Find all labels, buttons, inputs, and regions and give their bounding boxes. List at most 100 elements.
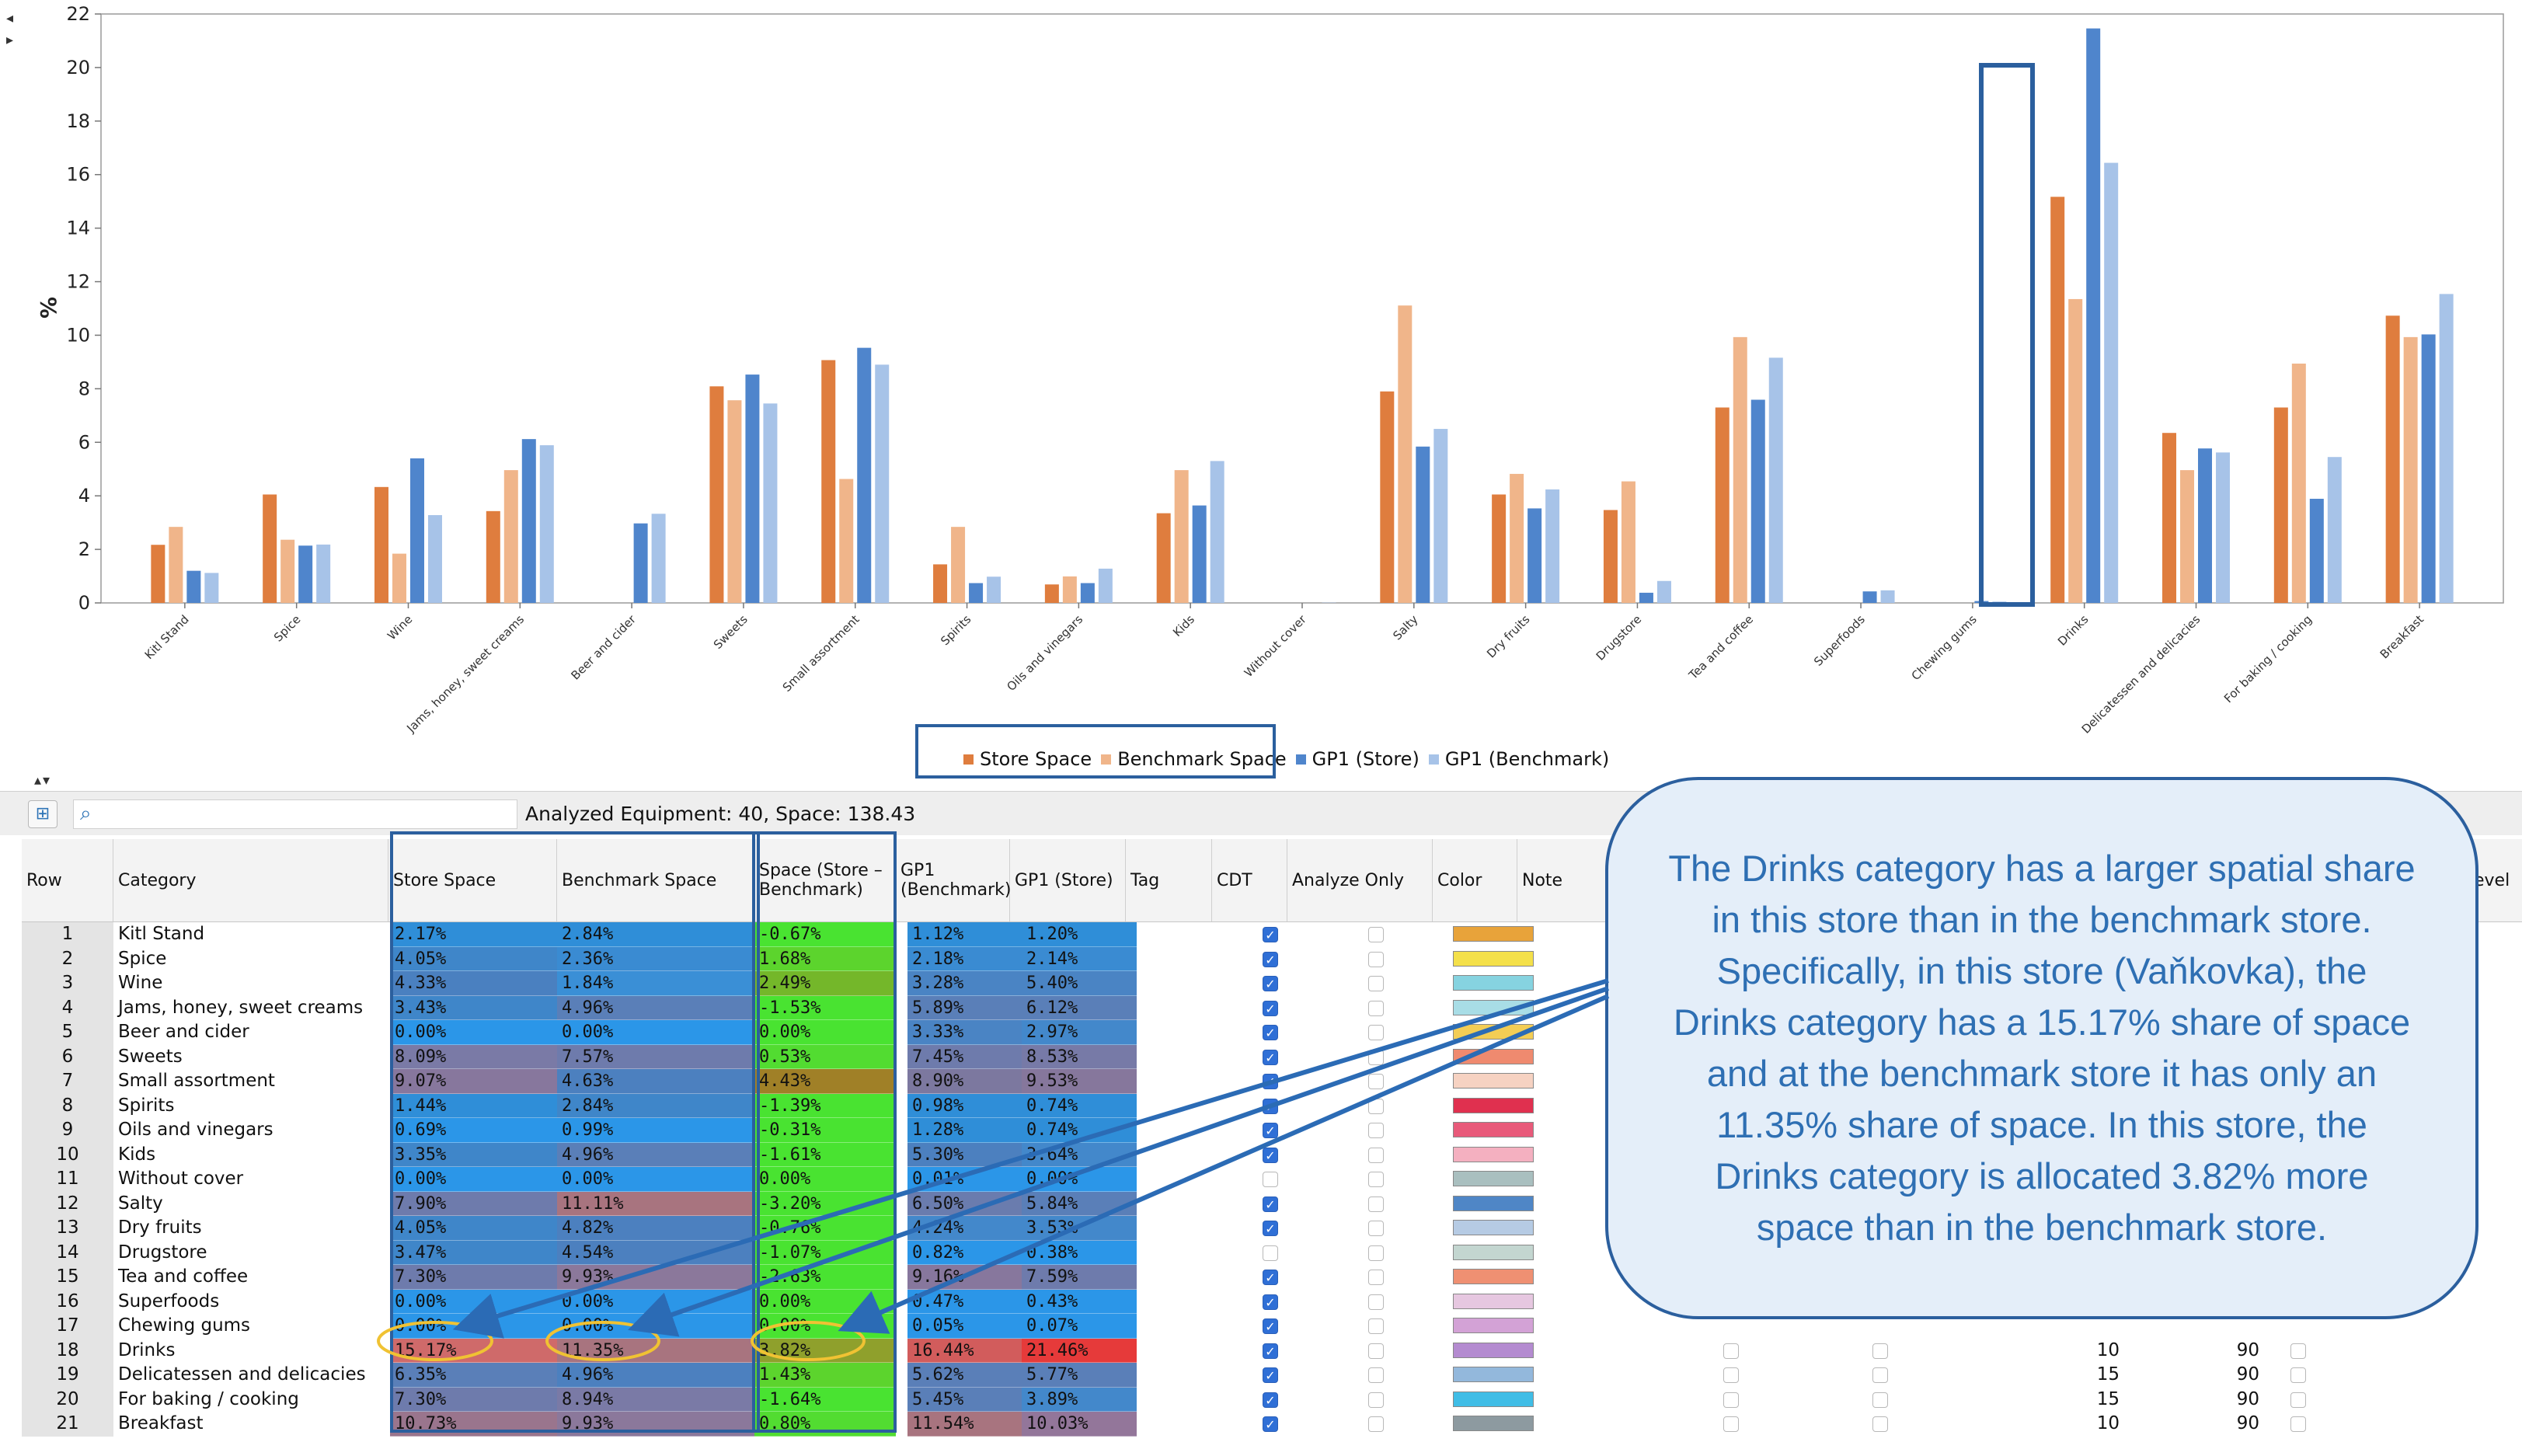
analyze-only-checkbox[interactable] — [1368, 1049, 1384, 1065]
panel-collapse-arrows[interactable]: ◂ ▸ — [6, 10, 14, 48]
extra-checkbox[interactable] — [1723, 1343, 1739, 1359]
cdt-checkbox[interactable]: ✓ — [1263, 1049, 1278, 1065]
extra-checkbox[interactable] — [1723, 1416, 1739, 1432]
bar-gp1-store- — [1416, 446, 1430, 603]
color-swatch[interactable] — [1453, 1048, 1534, 1064]
analyze-only-checkbox[interactable] — [1368, 1318, 1384, 1334]
analyze-only-checkbox[interactable] — [1368, 927, 1384, 942]
analyze-only-checkbox[interactable] — [1368, 1270, 1384, 1285]
analyze-only-checkbox[interactable] — [1368, 1196, 1384, 1212]
analyze-only-checkbox[interactable] — [1368, 1221, 1384, 1236]
splitter-arrows[interactable]: ▴▾ — [34, 772, 52, 789]
header-space-diff[interactable]: Space (Store – Benchmark) — [754, 839, 896, 921]
header-cdt[interactable]: CDT — [1212, 839, 1287, 921]
x-tick-label: Without cover — [1242, 612, 1310, 681]
header-benchmark-space[interactable]: Benchmark Space — [557, 839, 754, 921]
extra-checkbox[interactable] — [1872, 1416, 1888, 1432]
analyze-only-checkbox[interactable] — [1368, 951, 1384, 967]
color-swatch[interactable] — [1453, 1122, 1534, 1137]
analyze-only-checkbox[interactable] — [1368, 1025, 1384, 1040]
extra-checkbox[interactable] — [1723, 1392, 1739, 1408]
color-swatch[interactable] — [1453, 1269, 1534, 1284]
color-swatch[interactable] — [1453, 1024, 1534, 1040]
table-row[interactable]: 20 For baking / cooking 7.30% 8.94% -1.64% 5.… — [22, 1387, 2522, 1412]
search-input[interactable] — [108, 802, 511, 827]
cdt-checkbox[interactable]: ✓ — [1263, 1098, 1278, 1114]
cdt-checkbox[interactable]: ✓ — [1263, 1367, 1278, 1383]
cdt-checkbox[interactable] — [1263, 1172, 1278, 1187]
header-tag[interactable]: Tag — [1126, 839, 1212, 921]
bar-gp1-benchmark- — [1992, 601, 2007, 603]
extra-checkbox[interactable] — [1723, 1367, 1739, 1383]
extra-checkbox[interactable] — [2290, 1392, 2306, 1408]
color-swatch[interactable] — [1453, 1342, 1534, 1358]
cdt-checkbox[interactable] — [1263, 1245, 1278, 1261]
analyze-only-checkbox[interactable] — [1368, 1147, 1384, 1163]
color-swatch[interactable] — [1453, 1073, 1534, 1089]
color-swatch[interactable] — [1453, 1195, 1534, 1211]
analyze-only-checkbox[interactable] — [1368, 1098, 1384, 1114]
cdt-checkbox[interactable]: ✓ — [1263, 1318, 1278, 1334]
color-swatch[interactable] — [1453, 975, 1534, 991]
color-swatch[interactable] — [1453, 950, 1534, 967]
color-swatch[interactable] — [1453, 1391, 1534, 1407]
analyze-only-checkbox[interactable] — [1368, 1000, 1384, 1016]
cdt-checkbox[interactable]: ✓ — [1263, 1392, 1278, 1408]
header-color[interactable]: Color — [1433, 839, 1517, 921]
extra-checkbox[interactable] — [1872, 1367, 1888, 1383]
extra-checkbox[interactable] — [2290, 1343, 2306, 1359]
color-swatch[interactable] — [1453, 926, 1534, 942]
table-row[interactable]: 19 Delicatessen and delicacies 6.35% 4.96% 1… — [22, 1363, 2522, 1388]
search-box[interactable]: ⌕ — [73, 799, 517, 829]
color-swatch[interactable] — [1453, 1244, 1534, 1260]
analyze-only-checkbox[interactable] — [1368, 1172, 1384, 1187]
color-swatch[interactable] — [1453, 1097, 1534, 1113]
color-swatch[interactable] — [1453, 1416, 1534, 1431]
analyze-only-checkbox[interactable] — [1368, 1294, 1384, 1310]
analyze-only-checkbox[interactable] — [1368, 1392, 1384, 1408]
color-swatch[interactable] — [1453, 1293, 1534, 1309]
analyze-only-checkbox[interactable] — [1368, 1416, 1384, 1432]
cdt-checkbox[interactable]: ✓ — [1263, 1416, 1278, 1432]
header-row[interactable]: Row — [22, 839, 113, 921]
cdt-checkbox[interactable]: ✓ — [1263, 1294, 1278, 1310]
cdt-checkbox[interactable]: ✓ — [1263, 1147, 1278, 1163]
header-category[interactable]: Category — [113, 839, 388, 921]
cdt-checkbox[interactable]: ✓ — [1263, 1343, 1278, 1359]
cdt-checkbox[interactable]: ✓ — [1263, 1123, 1278, 1138]
analyze-only-checkbox[interactable] — [1368, 1245, 1384, 1261]
extra-checkbox[interactable] — [2290, 1416, 2306, 1432]
x-tick-label: Spirits — [938, 612, 974, 648]
chart-legend: Store Space Benchmark Space GP1 (Store) GP1… — [963, 742, 1618, 776]
row-number: 12 — [22, 1191, 113, 1216]
basket-icon[interactable]: ⊞ — [28, 800, 57, 828]
color-swatch[interactable] — [1453, 1220, 1534, 1235]
color-swatch[interactable] — [1453, 1367, 1534, 1382]
cdt-checkbox[interactable]: ✓ — [1263, 1000, 1278, 1016]
color-swatch[interactable] — [1453, 1146, 1534, 1162]
extra-checkbox[interactable] — [1872, 1392, 1888, 1408]
extra-checkbox[interactable] — [1872, 1343, 1888, 1359]
analyze-only-checkbox[interactable] — [1368, 1074, 1384, 1089]
extra-checkbox[interactable] — [2290, 1367, 2306, 1383]
analyze-only-checkbox[interactable] — [1368, 1343, 1384, 1359]
color-swatch[interactable] — [1453, 999, 1534, 1015]
cdt-checkbox[interactable]: ✓ — [1263, 1074, 1278, 1089]
header-gp1-store[interactable]: GP1 (Store) — [1010, 839, 1126, 921]
cdt-checkbox[interactable]: ✓ — [1263, 1270, 1278, 1285]
cdt-checkbox[interactable]: ✓ — [1263, 1025, 1278, 1040]
analyze-only-checkbox[interactable] — [1368, 976, 1384, 991]
header-gp1-benchmark[interactable]: GP1 (Benchmark) — [896, 839, 1011, 921]
analyze-only-checkbox[interactable] — [1368, 1123, 1384, 1138]
header-store-space[interactable]: Store Space — [388, 839, 557, 921]
analyze-only-checkbox[interactable] — [1368, 1367, 1384, 1383]
color-swatch[interactable] — [1453, 1171, 1534, 1186]
cdt-checkbox[interactable]: ✓ — [1263, 1221, 1278, 1236]
cdt-checkbox[interactable]: ✓ — [1263, 1196, 1278, 1212]
color-swatch[interactable] — [1453, 1318, 1534, 1333]
header-level[interactable]: evel — [2474, 870, 2510, 890]
cdt-checkbox[interactable]: ✓ — [1263, 927, 1278, 942]
cdt-checkbox[interactable]: ✓ — [1263, 951, 1278, 967]
cdt-checkbox[interactable]: ✓ — [1263, 976, 1278, 991]
header-analyze-only[interactable]: Analyze Only — [1287, 839, 1433, 921]
